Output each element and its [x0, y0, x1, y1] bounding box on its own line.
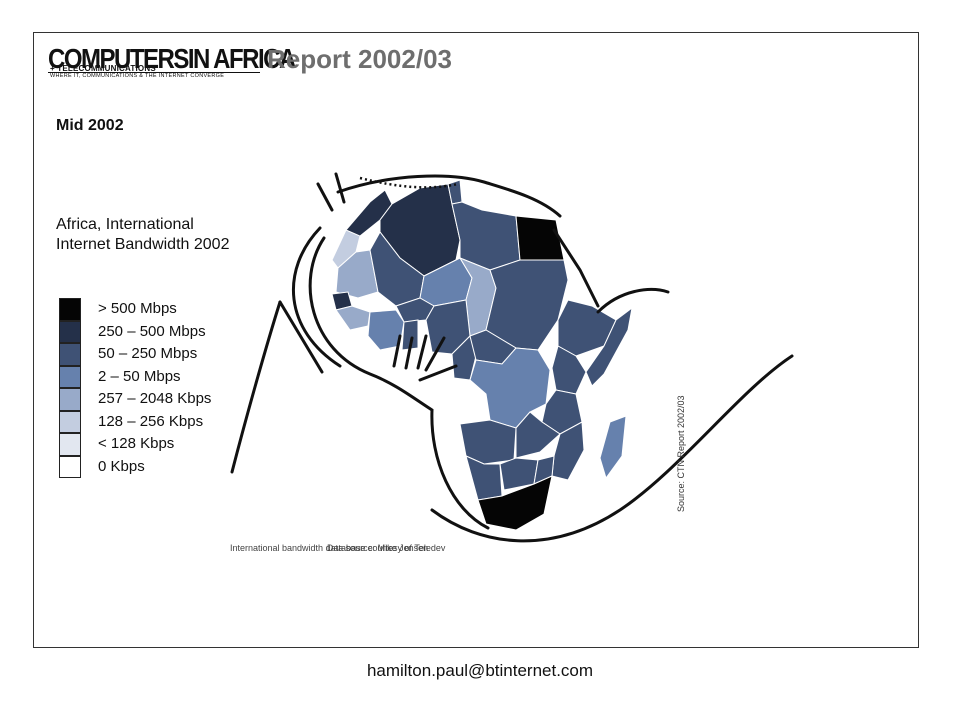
cable-mediterranean: [336, 174, 562, 218]
computers-in-africa-logo: COMPUTERSIN AFRICA + TELECOMMUNICATIONS …: [48, 45, 296, 84]
legend-label: 128 – 256 Kbps: [98, 412, 204, 430]
cable-nw-stub: [316, 182, 334, 212]
region-south-africa: [477, 475, 553, 531]
region-sudan: [485, 259, 569, 351]
region-egypt: [515, 215, 565, 261]
cable-landing-5: [418, 364, 458, 382]
legend-swatch: [59, 365, 81, 388]
map-source-vertical: Source: CTN Report 2002/03: [676, 395, 686, 512]
cable-far-west: [230, 300, 282, 474]
legend-label: 50 – 250 Mbps: [98, 345, 198, 362]
report-title: Report 2002/03: [267, 44, 452, 74]
cable-mediterranean-dotted: [359, 176, 459, 189]
legend-swatch: [59, 388, 81, 411]
cable-red-sea: [552, 228, 600, 308]
legend-label: 2 – 50 Mbps: [98, 367, 181, 385]
cable-west-africa: [308, 236, 490, 530]
logo-rule: [48, 72, 260, 73]
logo-sub-text: + TELECOMMUNICATIONS: [50, 64, 156, 73]
region-cameroon: [451, 335, 477, 381]
period-subtitle: Mid 2002: [56, 117, 124, 134]
country-regions: [331, 179, 633, 531]
legend-label: 250 – 500 Mbps: [98, 322, 206, 340]
cable-atlantic-branch: [291, 226, 342, 368]
region-madagascar: [599, 415, 627, 480]
logo-tagline: WHERE IT, COMMUNICATIONS & THE INTERNET …: [50, 73, 225, 79]
map-credit-database: Database courtesy of Teledev: [327, 543, 446, 553]
region-cote-divoire: [367, 309, 405, 351]
africa-bandwidth-map: [230, 172, 794, 543]
cable-nw-stub2: [334, 172, 346, 204]
footer-email: hamilton.paul@btinternet.com: [366, 661, 594, 680]
cable-landing-4: [424, 336, 446, 372]
legend-swatch: [59, 455, 81, 478]
region-somalia: [585, 306, 633, 387]
legend-label: > 500 Mbps: [98, 300, 177, 317]
cable-landing-3: [416, 334, 428, 370]
legend-swatch: [59, 298, 81, 321]
legend-label: < 128 Kbps: [98, 435, 175, 452]
legend-swatch: [59, 410, 81, 433]
cable-south-indian: [430, 354, 794, 543]
cable-east-arc: [596, 288, 670, 314]
logo-main-text: COMPUTERSIN AFRICA: [48, 43, 296, 75]
region-guinea: [335, 305, 371, 331]
submarine-cables: [230, 172, 794, 543]
map-credit-bandwidth: International bandwidth data source: Mik…: [230, 543, 429, 553]
cable-landing-1: [392, 334, 402, 368]
legend-label: 0 Kbps: [98, 457, 145, 475]
legend-label: 257 – 2048 Kbps: [98, 390, 212, 407]
legend-swatch: [59, 343, 81, 366]
cable-west-stub: [278, 300, 324, 374]
region-ghana: [401, 319, 419, 351]
legend-title: Africa, International Internet Bandwidth…: [56, 216, 230, 253]
slide-frame: [33, 32, 919, 648]
cable-landing-2: [404, 336, 414, 370]
region-congo: [469, 347, 551, 429]
legend-swatch: [59, 320, 81, 343]
legend-swatch: [59, 433, 81, 456]
region-namibia: [465, 455, 503, 501]
